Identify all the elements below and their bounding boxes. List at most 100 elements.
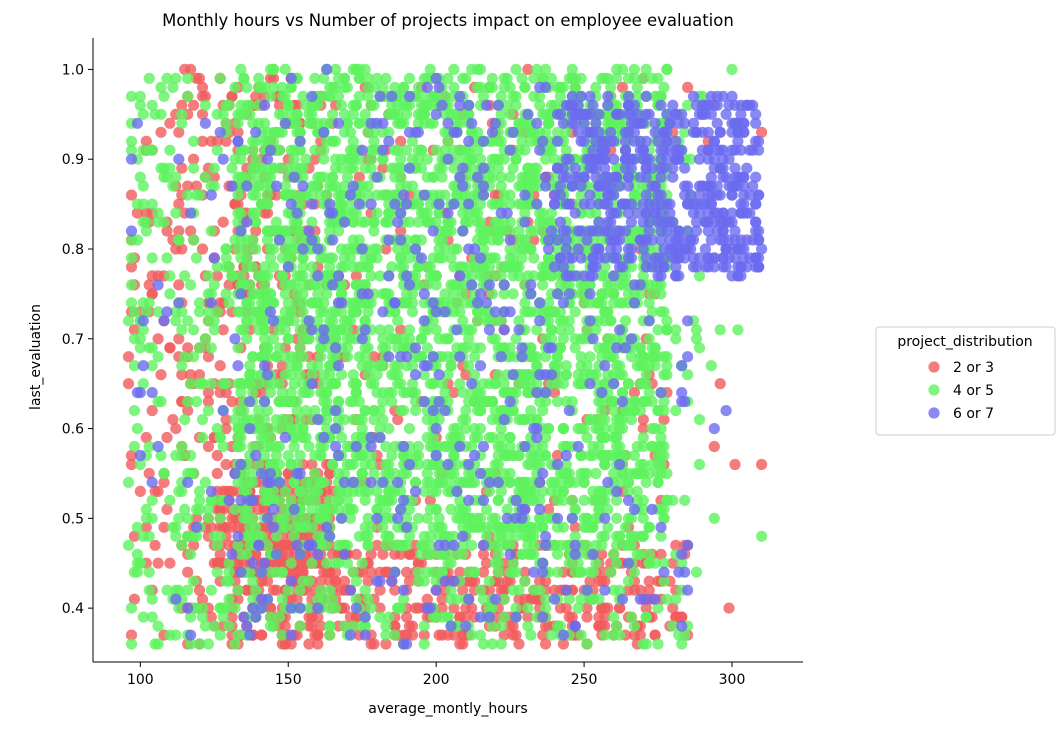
data-point — [504, 440, 516, 453]
data-point — [658, 440, 670, 453]
data-point — [495, 620, 507, 632]
data-point — [611, 494, 623, 506]
data-point — [386, 396, 398, 408]
data-point — [365, 153, 377, 165]
data-point — [137, 324, 149, 336]
data-point — [128, 593, 140, 605]
data-point — [560, 144, 572, 156]
data-point — [285, 396, 297, 408]
data-point — [261, 405, 274, 417]
data-point — [244, 306, 256, 318]
data-point — [504, 189, 516, 201]
data-point — [380, 512, 392, 524]
data-point — [510, 333, 522, 345]
data-point — [551, 360, 564, 372]
data-point — [137, 297, 149, 309]
data-point — [282, 467, 294, 480]
data-point — [182, 342, 194, 354]
data-point — [616, 63, 629, 75]
data-point — [599, 611, 611, 623]
data-point — [232, 539, 244, 551]
data-point — [395, 485, 407, 497]
data-point — [291, 423, 303, 435]
data-point — [167, 521, 179, 533]
data-point — [152, 638, 164, 650]
data-point — [386, 162, 398, 174]
data-point — [628, 387, 641, 399]
data-point — [389, 548, 401, 560]
data-point — [371, 369, 383, 381]
data-point — [155, 449, 167, 462]
data-point — [628, 72, 641, 84]
data-point — [353, 261, 365, 273]
data-point — [173, 333, 185, 345]
data-point — [267, 261, 280, 273]
data-point — [158, 90, 170, 102]
data-point — [492, 369, 504, 381]
data-point — [176, 306, 188, 318]
data-point — [164, 557, 176, 569]
data-point — [474, 81, 487, 93]
data-point — [492, 530, 504, 542]
data-point — [528, 72, 540, 84]
data-point — [557, 333, 570, 345]
data-point — [602, 449, 614, 462]
data-point — [409, 602, 422, 614]
data-point — [605, 315, 617, 327]
data-point — [395, 602, 407, 614]
data-point — [223, 575, 235, 587]
data-point — [347, 108, 359, 120]
data-point — [483, 261, 495, 273]
data-point — [149, 539, 161, 551]
data-point — [276, 81, 288, 93]
data-point — [208, 279, 220, 291]
data-point — [279, 288, 291, 300]
data-point — [211, 423, 223, 435]
data-point — [125, 449, 138, 462]
data-point — [202, 512, 214, 524]
data-point — [211, 306, 223, 318]
data-point — [599, 575, 611, 587]
data-point — [543, 503, 555, 515]
data-point — [131, 423, 143, 435]
data-point — [395, 180, 407, 192]
data-point — [616, 81, 629, 93]
data-point — [324, 629, 336, 641]
data-point — [193, 342, 206, 354]
data-point — [267, 584, 280, 596]
data-point — [309, 153, 321, 165]
data-point — [537, 261, 549, 273]
data-point — [365, 548, 377, 560]
data-point — [667, 602, 679, 614]
data-point — [602, 521, 614, 533]
data-point — [196, 611, 209, 623]
data-point — [374, 360, 386, 372]
data-point — [540, 431, 552, 444]
data-point — [424, 99, 436, 111]
data-point — [190, 396, 203, 408]
data-point — [338, 180, 351, 192]
data-point — [193, 485, 206, 497]
data-point — [545, 207, 558, 219]
data-point — [628, 396, 641, 408]
data-point — [125, 135, 138, 147]
data-point — [232, 557, 244, 569]
data-point — [205, 378, 217, 390]
data-point — [359, 494, 371, 506]
data-point — [152, 306, 164, 318]
data-point — [439, 467, 451, 480]
data-point — [658, 414, 670, 426]
data-point — [401, 108, 413, 120]
data-point — [182, 584, 194, 596]
data-point — [495, 431, 507, 444]
data-point — [125, 234, 138, 246]
data-point — [359, 342, 371, 354]
data-point — [421, 153, 433, 165]
data-point — [214, 629, 226, 641]
data-point — [179, 351, 191, 363]
data-point — [229, 638, 241, 650]
data-point — [540, 575, 552, 587]
data-point — [344, 252, 356, 264]
data-point — [309, 180, 321, 192]
data-point — [211, 449, 223, 462]
